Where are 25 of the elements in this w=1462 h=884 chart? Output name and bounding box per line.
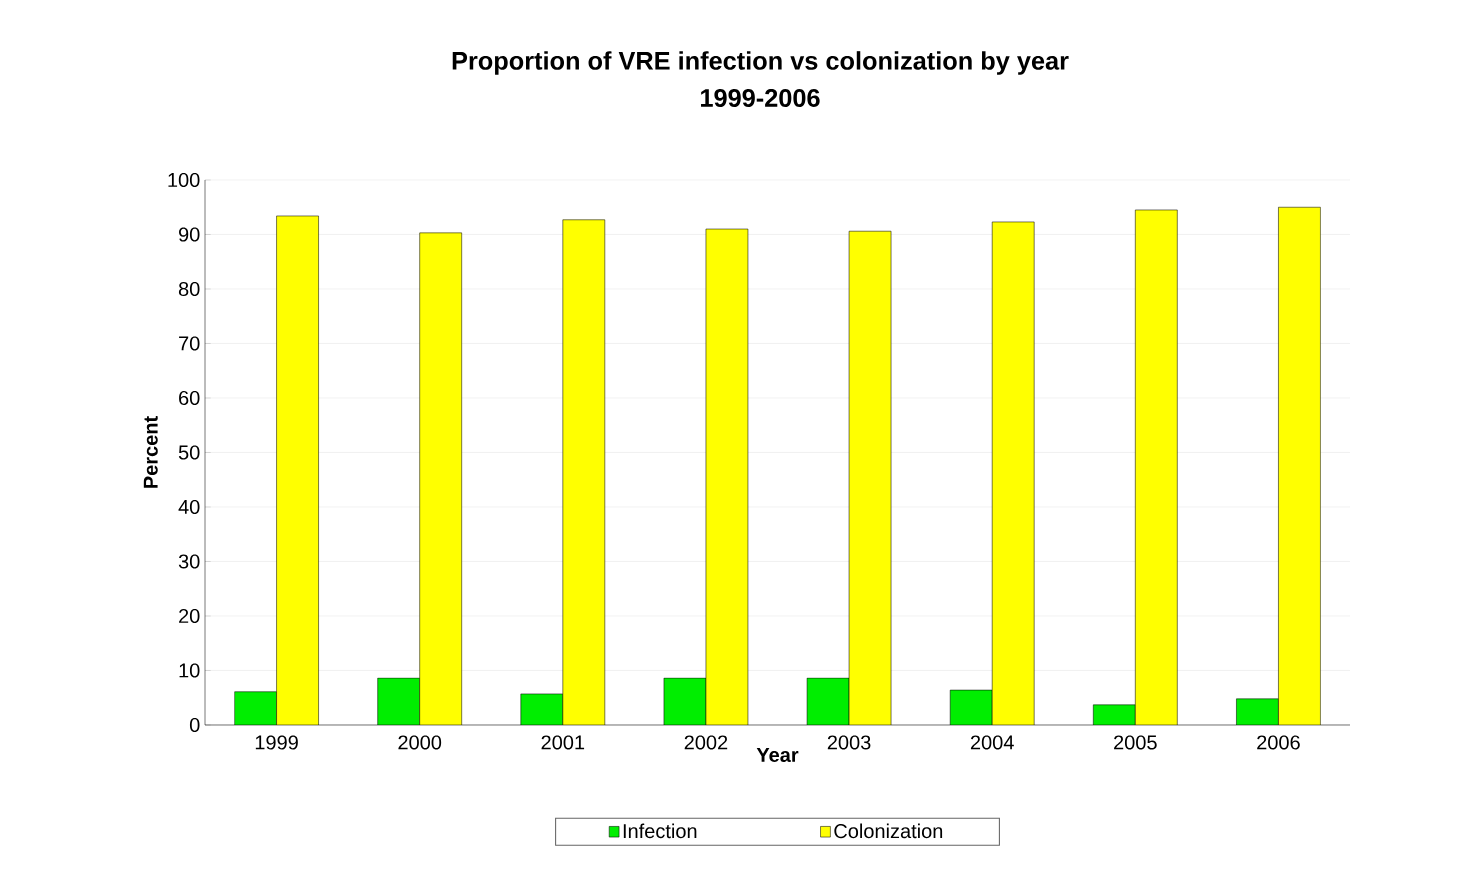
y-tick-label: 40 — [178, 499, 200, 515]
chart-title: Proportion of VRE infection vs colonization by year — [452, 51, 1069, 75]
legend-label: Infection — [623, 823, 697, 839]
y-tick-label: 0 — [189, 717, 200, 733]
y-tick-label: 60 — [179, 390, 200, 406]
x-tick-label: 2002 — [684, 735, 728, 750]
y-tick-label: 70 — [179, 336, 200, 351]
y-tick-label: 20 — [179, 608, 200, 624]
x-tick-label: 2006 — [1257, 735, 1300, 750]
x-tick-label: 2005 — [1114, 735, 1157, 750]
y-tick-label: 80 — [178, 281, 200, 297]
y-tick-label: 100 — [168, 172, 200, 188]
x-tick-label: 2003 — [827, 735, 871, 750]
y-tick-label: 50 — [178, 445, 200, 460]
x-tick-label: 1999 — [255, 735, 298, 750]
y-tick-label: 90 — [179, 227, 200, 242]
y-axis-title: Percent — [143, 416, 158, 488]
x-tick-label: 2004 — [970, 735, 1014, 750]
chart-subtitle: 1999-2006 — [701, 89, 820, 107]
legend-label: Colonization — [834, 823, 943, 839]
x-tick-label: 2001 — [541, 735, 585, 750]
y-tick-label: 30 — [178, 554, 200, 569]
y-tick-label: 10 — [179, 663, 200, 678]
x-tick-label: 2000 — [398, 735, 442, 750]
x-axis-title: Year — [756, 748, 799, 762]
